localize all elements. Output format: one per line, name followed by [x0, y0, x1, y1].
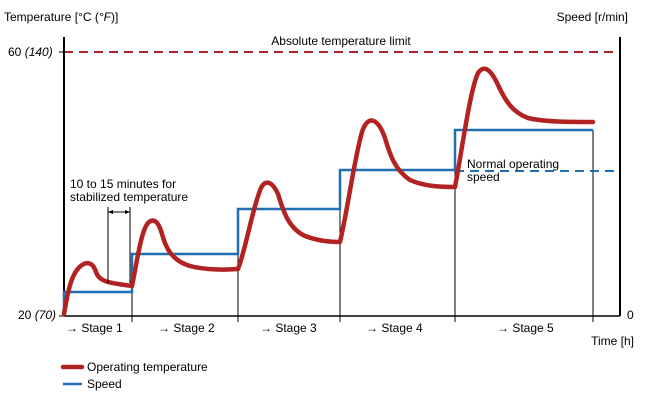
y-left-tick-60: 60 (140) — [8, 45, 53, 59]
annotation-normal-speed-line2: speed — [467, 170, 500, 184]
annotation-stabilize-line2: stabilized temperature — [70, 190, 188, 204]
y-left-tick-20: 20 (70) — [18, 308, 56, 322]
stage-label-4: → Stage 4 — [366, 321, 423, 335]
y-right-axis-title: Speed [r/min] — [557, 10, 628, 24]
x-axis-title: Time [h] — [591, 334, 634, 348]
annotation-arrowhead-left — [108, 210, 113, 214]
temperature-series-line — [61, 66, 596, 317]
legend-label-temperature: Operating temperature — [87, 360, 208, 374]
temperature-limit-label: Absolute temperature limit — [271, 34, 411, 48]
y-left-axis-title: Temperature [°C (°F)] — [4, 10, 118, 24]
stage-label-3: → Stage 3 — [260, 321, 317, 335]
annotation-normal-speed-line1: Normal operating — [467, 157, 559, 171]
legend-label-speed: Speed — [87, 377, 122, 391]
annotation-stabilize-line1: 10 to 15 minutes for — [70, 177, 176, 191]
stage-label-2: → Stage 2 — [158, 321, 215, 335]
annotation-arrowhead-right — [125, 210, 130, 214]
stage-label-5: → Stage 5 — [497, 321, 554, 335]
stage-label-1: → Stage 1 — [66, 321, 123, 335]
speed-series-line — [62, 128, 593, 316]
y-right-tick-0: 0 — [627, 308, 634, 322]
